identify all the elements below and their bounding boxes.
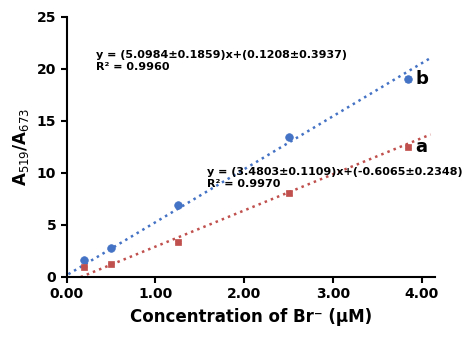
X-axis label: Concentration of Br⁻ (μM): Concentration of Br⁻ (μM) [130, 308, 372, 326]
Text: y = (3.4803±0.1109)x+(-0.6065±0.2348)
R² = 0.9970: y = (3.4803±0.1109)x+(-0.6065±0.2348) R²… [207, 167, 462, 189]
Text: y = (5.0984±0.1859)x+(0.1208±0.3937)
R² = 0.9960: y = (5.0984±0.1859)x+(0.1208±0.3937) R² … [96, 51, 347, 72]
Text: b: b [416, 70, 428, 88]
Text: a: a [416, 137, 428, 156]
Y-axis label: A$_{519}$/A$_{673}$: A$_{519}$/A$_{673}$ [11, 108, 31, 186]
